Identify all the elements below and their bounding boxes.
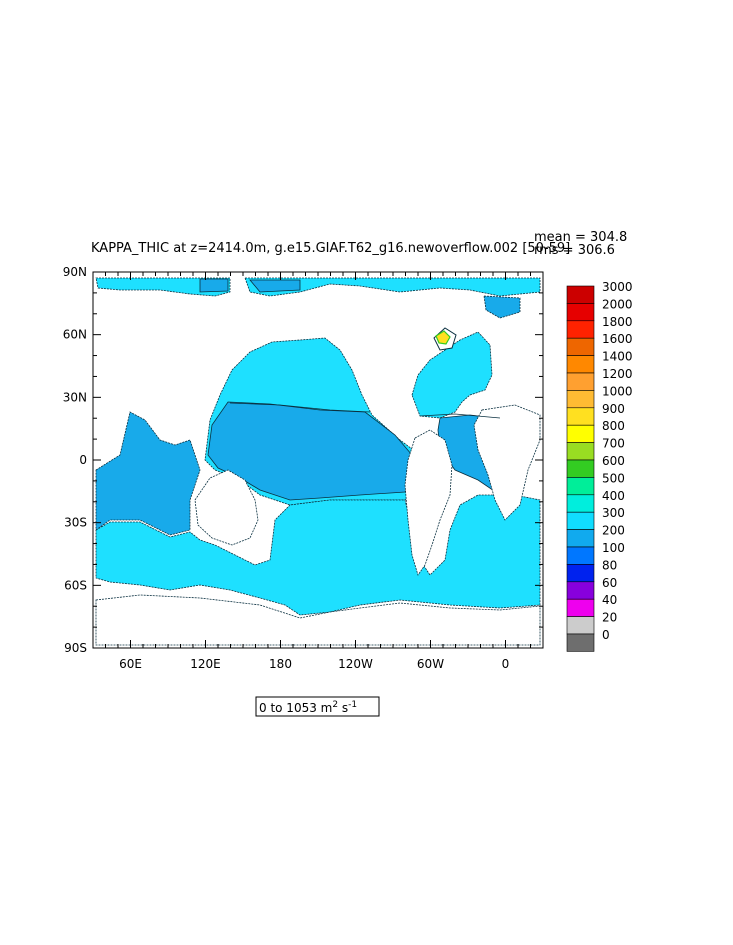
axis-ticks: [92, 271, 544, 649]
colorbar-box: [566, 337, 595, 356]
lat-label: 90N: [63, 265, 87, 279]
colorbar-box: [566, 581, 595, 600]
colorbar-label: 600: [602, 454, 625, 468]
colorbar-box: [566, 372, 595, 391]
ocean-southern: [95, 494, 541, 616]
colorbar-box: [566, 407, 595, 426]
colorbar-label: 100: [602, 541, 625, 555]
colorbar-box: [566, 477, 595, 496]
colorbar-label: 400: [602, 489, 625, 503]
range-prefix: 0 to 1053 m: [259, 701, 332, 715]
colorbar-label: 1200: [602, 367, 633, 381]
colorbar-box: [566, 355, 595, 374]
lat-label: 60N: [63, 328, 87, 342]
colorbar-label: 40: [602, 593, 617, 607]
colorbar-box: [566, 529, 595, 548]
land-africa: [473, 404, 541, 521]
colorbar-box: [566, 633, 595, 652]
lat-label: 90S: [64, 641, 87, 655]
colorbar-label: 0: [602, 628, 610, 642]
colorbar-label: 1800: [602, 315, 633, 329]
colorbar-label: 2000: [602, 297, 633, 311]
lat-label: 30N: [63, 390, 87, 404]
land-australia: [194, 469, 259, 546]
colorbar-label: 3000: [602, 280, 633, 294]
plot-title: KAPPA_THIC at z=2414.0m, g.e15.GIAF.T62_…: [91, 241, 570, 256]
colorbar-label: 20: [602, 611, 617, 625]
colorbar-box: [566, 598, 595, 617]
lon-label: 0: [502, 657, 510, 671]
greenland-contour-hotspot: [435, 330, 451, 345]
colorbar-box: [566, 494, 595, 513]
lat-axis-labels: 90N 60N 30N 0 30S 60S 90S: [63, 265, 87, 655]
colorbar-label: 80: [602, 558, 617, 572]
contour-line-atlantic: [419, 413, 501, 419]
lon-label: 60E: [119, 657, 142, 671]
range-sup2: -1: [348, 700, 357, 710]
colorbar-label: 1400: [602, 350, 633, 364]
rms-text: rms = 306.6: [534, 243, 615, 258]
ocean-arctic-east-band: [249, 279, 301, 293]
lon-label: 120E: [190, 657, 221, 671]
ocean-nordic: [483, 295, 521, 319]
colorbar-box: [566, 285, 595, 304]
colorbar-box: [566, 442, 595, 461]
colorbar-box: [566, 511, 595, 530]
colorbar-box: [566, 564, 595, 583]
map-panel: 90N 60N 30N 0 30S 60S 90S 60E 120E 180 120W 60W 0: [63, 265, 544, 671]
land-south-america: [404, 429, 453, 576]
ocean-arctic-east: [244, 277, 541, 297]
colorbar-box: [566, 459, 595, 478]
lon-axis-labels: 60E 120E 180 120W 60W 0: [119, 657, 509, 671]
range-sup1: 2: [332, 700, 338, 710]
lon-label: 120W: [338, 657, 373, 671]
lon-label: 60W: [417, 657, 444, 671]
colorbar-label: 700: [602, 437, 625, 451]
colorbar-label: 300: [602, 506, 625, 520]
lon-label: 180: [269, 657, 292, 671]
colorbar-box: [566, 320, 595, 339]
colorbar: 3000200018001600140012001000900800700600…: [566, 280, 633, 652]
land-antarctica: [95, 594, 541, 646]
lat-label: 60S: [64, 578, 87, 592]
range-box-frame: [255, 696, 380, 717]
colorbar-label: 1600: [602, 332, 633, 346]
colorbar-box: [566, 303, 595, 322]
ocean-indian: [95, 411, 201, 536]
ocean-arctic: [95, 277, 231, 297]
mean-text: mean = 304.8: [534, 230, 627, 245]
lat-label: 30S: [64, 516, 87, 530]
colorbar-label: 800: [602, 419, 625, 433]
ocean-arctic-band: [199, 278, 229, 293]
lat-label: 0: [79, 453, 87, 467]
colorbar-box: [566, 390, 595, 409]
colorbar-label: 1000: [602, 384, 633, 398]
colorbar-box: [566, 424, 595, 443]
colorbar-label: 900: [602, 402, 625, 416]
ocean-atlantic-north: [411, 331, 493, 419]
range-text: 0 to 1053 m2 s-1: [259, 700, 357, 715]
colorbar-label: 200: [602, 524, 625, 538]
colorbar-label: 500: [602, 471, 625, 485]
colorbar-box: [566, 616, 595, 635]
colorbar-box: [566, 546, 595, 565]
range-mid: s: [338, 701, 348, 715]
contour-line-north: [229, 402, 371, 413]
colorbar-label: 60: [602, 576, 617, 590]
range-box: 0 to 1053 m2 s-1: [255, 696, 380, 717]
